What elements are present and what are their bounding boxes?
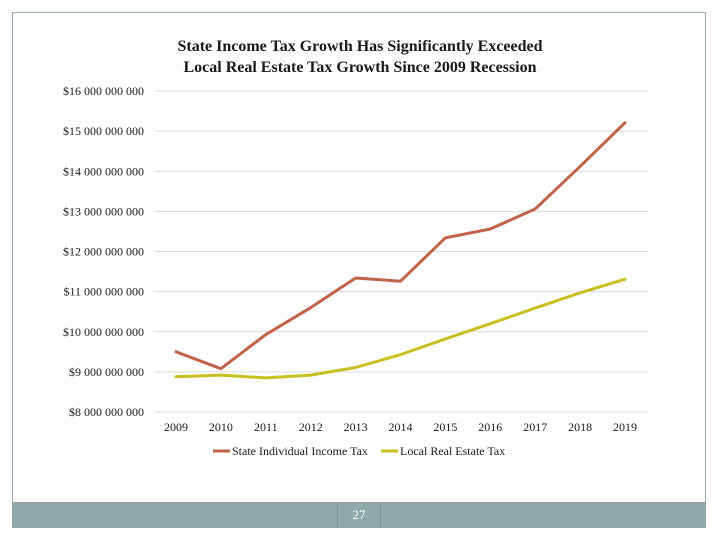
y-tick-label: $12 000 000 000 [63, 245, 144, 259]
legend: State Individual Income Tax Local Real Es… [213, 444, 505, 458]
x-tick-label: 2010 [209, 420, 233, 434]
x-tick-label: 2017 [523, 420, 547, 434]
chart-title: State Income Tax Growth Has Significantl… [0, 36, 720, 78]
x-tick-label: 2016 [478, 420, 502, 434]
series-line-local-real-estate-tax [174, 277, 627, 380]
y-tick-label: $8 000 000 000 [69, 405, 144, 419]
chart-title-line-2: Local Real Estate Tax Growth Since 2009 … [183, 59, 537, 76]
x-axis-tick-labels: 2009 2010 2011 2012 2013 2014 2015 2016 2017 2018… [164, 420, 637, 434]
x-tick-label: 2018 [568, 420, 592, 434]
gridlines [155, 90, 648, 413]
x-tick-label: 2011 [254, 420, 278, 434]
y-tick-label: $10 000 000 000 [63, 325, 144, 339]
y-tick-label: $15 000 000 000 [63, 124, 144, 138]
legend-label: Local Real Estate Tax [400, 444, 505, 458]
x-tick-label: 2013 [344, 420, 368, 434]
footer-bar: 27 [12, 502, 706, 528]
x-tick-label: 2014 [389, 420, 413, 434]
chart-title-line-1: State Income Tax Growth Has Significantl… [177, 38, 543, 55]
y-tick-label: $14 000 000 000 [63, 164, 144, 178]
y-tick-label: $9 000 000 000 [69, 365, 144, 379]
x-tick-label: 2009 [164, 420, 188, 434]
x-tick-label: 2012 [299, 420, 323, 434]
y-tick-label: $11 000 000 000 [63, 285, 144, 299]
legend-label: State Individual Income Tax [232, 444, 368, 458]
x-tick-label: 2015 [433, 420, 457, 434]
series-line-state-income-tax [174, 121, 627, 371]
y-tick-label: $13 000 000 000 [63, 204, 144, 218]
x-tick-label: 2019 [613, 420, 637, 434]
y-axis-tick-labels: $16 000 000 000 $15 000 000 000 $14 000 00… [63, 84, 144, 419]
page-number: 27 [337, 502, 381, 528]
series-lines [174, 121, 627, 380]
y-tick-label: $16 000 000 000 [63, 84, 144, 98]
